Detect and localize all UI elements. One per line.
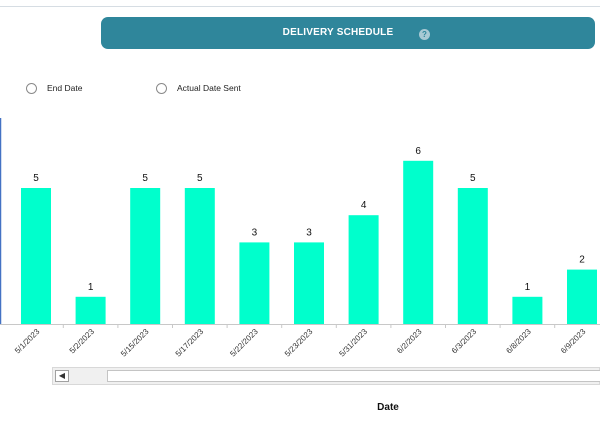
bar (567, 269, 597, 324)
bar-chart: 5 5/1/2023 1 5/2/2023 5 5/15/2023 5 5/17/2023 3 5… (0, 118, 600, 359)
page-title: DELIVERY SCHEDULE (282, 27, 394, 38)
data-label: 5 (470, 173, 476, 184)
data-label: 3 (306, 227, 312, 238)
bar (457, 188, 488, 324)
data-label: 1 (525, 282, 531, 293)
bar (512, 296, 543, 324)
bar (403, 160, 434, 324)
x-axis-title: Date (377, 402, 399, 413)
radio-circle-icon[interactable] (156, 82, 167, 94)
radio-label-actual-date-sent: Actual Date Sent (177, 83, 241, 93)
scroll-thumb[interactable] (107, 370, 600, 382)
x-tick-label: 5/1/2023 (13, 327, 42, 356)
horizontal-scrollbar[interactable]: ◀ (52, 367, 600, 385)
x-tick-label: 6/8/2023 (504, 327, 533, 356)
x-tick-label: 5/23/2023 (283, 327, 315, 359)
bar (239, 242, 270, 324)
data-label: 5 (33, 173, 39, 184)
data-label: 3 (252, 227, 258, 238)
x-tick-label: 5/17/2023 (174, 327, 206, 359)
data-label: 2 (579, 255, 585, 266)
x-tick-label: 6/3/2023 (450, 327, 479, 356)
x-tick-label: 6/9/2023 (559, 327, 588, 356)
data-label: 1 (88, 282, 94, 293)
bar (294, 242, 324, 324)
header-banner: DELIVERY SCHEDULE ? (101, 17, 595, 49)
scroll-left-icon[interactable]: ◀ (55, 370, 69, 382)
data-label: 5 (142, 173, 148, 184)
x-tick-label: 5/31/2023 (337, 327, 369, 359)
top-divider (0, 6, 600, 7)
bar (184, 188, 215, 324)
x-tick-label: 5/22/2023 (228, 327, 260, 359)
data-label: 4 (361, 200, 367, 211)
x-tick-label: 5/2/2023 (68, 327, 97, 356)
data-label: 6 (415, 146, 421, 157)
x-tick-label: 5/15/2023 (119, 327, 151, 359)
radio-label-end-date: End Date (47, 83, 83, 93)
chart-area: 5 5/1/2023 1 5/2/2023 5 5/15/2023 5 5/17/2023 3 5… (0, 100, 600, 370)
radio-circle-icon[interactable] (26, 82, 37, 94)
bar (21, 188, 51, 324)
bar (130, 188, 161, 324)
radio-actual-date-sent[interactable]: Actual Date Sent (156, 82, 241, 94)
bar (348, 215, 379, 324)
data-label: 5 (197, 173, 203, 184)
bar (75, 296, 106, 324)
x-tick-label: 6/2/2023 (395, 327, 424, 356)
radio-end-date[interactable]: End Date (26, 82, 82, 94)
help-icon[interactable]: ? (419, 29, 430, 40)
